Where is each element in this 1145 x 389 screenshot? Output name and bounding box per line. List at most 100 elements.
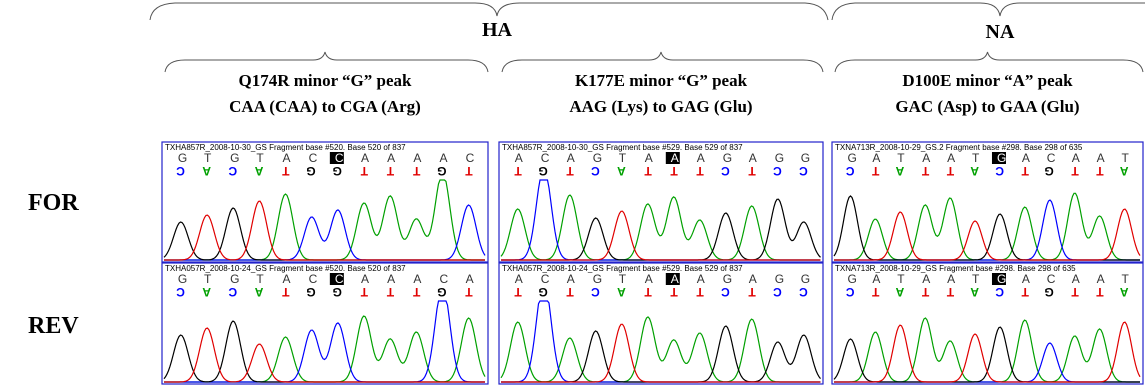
lane-base: C <box>845 164 854 178</box>
lane-base: C <box>721 285 730 299</box>
column-brace <box>835 52 1143 72</box>
lane-base: T <box>360 285 368 299</box>
base-call: A <box>671 272 679 286</box>
base-call: A <box>645 272 653 286</box>
lane-base: T <box>696 285 704 299</box>
base-call: G <box>801 151 810 165</box>
lane-base: T <box>670 285 678 299</box>
base-call: A <box>361 151 369 165</box>
lane-base: C <box>591 285 600 299</box>
base-call: G <box>847 272 856 286</box>
lane-base: T <box>1021 285 1029 299</box>
column-brace <box>165 52 488 72</box>
chromatogram: TXNA713R_2008-10-29_GS.2 Fragment base #… <box>832 142 1143 262</box>
base-call: T <box>256 151 264 165</box>
base-call: C <box>335 272 344 286</box>
lane-base: A <box>895 285 904 299</box>
lane-base: T <box>921 285 929 299</box>
lane-base: T <box>1021 164 1029 178</box>
base-call: A <box>1072 272 1080 286</box>
row-label: REV <box>28 313 79 339</box>
lane-base: T <box>1096 164 1104 178</box>
base-call: G <box>723 151 732 165</box>
lane-base: T <box>1071 164 1079 178</box>
base-call: G <box>723 272 732 286</box>
lane-base: A <box>970 285 979 299</box>
base-call: A <box>1097 151 1105 165</box>
lane-base: A <box>1120 285 1129 299</box>
lane-base: T <box>282 164 290 178</box>
lane-base: T <box>1096 285 1104 299</box>
base-call: A <box>515 151 523 165</box>
lane-base: G <box>306 164 315 178</box>
lane-base: T <box>644 164 652 178</box>
lane-base: C <box>995 164 1004 178</box>
lane-base: G <box>333 164 342 178</box>
column-subtitle: CAA (CAA) to CGA (Arg) <box>229 97 421 116</box>
lane-base: C <box>228 164 237 178</box>
lane-base: T <box>644 285 652 299</box>
lane-base: G <box>437 285 446 299</box>
lane-base: A <box>895 164 904 178</box>
lane-base: C <box>721 164 730 178</box>
lane-base: A <box>254 285 263 299</box>
lane-base: T <box>566 164 574 178</box>
base-call: C <box>440 272 449 286</box>
lane-base: T <box>748 164 756 178</box>
lane-base: G <box>306 285 315 299</box>
lane-base: T <box>282 285 290 299</box>
base-call: G <box>178 151 187 165</box>
lane-base: T <box>360 164 368 178</box>
lane-base: T <box>412 285 420 299</box>
lane-base: A <box>617 164 626 178</box>
lane-base: T <box>748 285 756 299</box>
base-call: G <box>997 272 1006 286</box>
na-brace <box>832 3 1145 20</box>
column-brace <box>502 52 823 72</box>
base-call: A <box>947 151 955 165</box>
lane-base: T <box>946 285 954 299</box>
base-call: A <box>697 272 705 286</box>
base-call: A <box>645 151 653 165</box>
base-call: G <box>593 272 602 286</box>
base-call: A <box>1022 151 1030 165</box>
base-call: G <box>230 151 239 165</box>
base-call: C <box>335 151 344 165</box>
base-call: T <box>204 272 212 286</box>
group-label: HA <box>482 19 513 41</box>
lane-base: T <box>465 164 473 178</box>
lane-base: A <box>254 164 263 178</box>
base-call: T <box>972 151 980 165</box>
base-call: A <box>922 272 930 286</box>
lane-base: T <box>465 285 473 299</box>
base-call: C <box>309 151 318 165</box>
lane-base: C <box>176 285 185 299</box>
lane-base: T <box>946 164 954 178</box>
lane-base: T <box>514 285 522 299</box>
base-call: A <box>283 272 291 286</box>
base-call: C <box>541 272 550 286</box>
base-call: G <box>775 272 784 286</box>
lane-base: T <box>566 285 574 299</box>
lane-base: T <box>670 164 678 178</box>
base-call: T <box>1122 151 1130 165</box>
base-call: C <box>1047 272 1056 286</box>
column-title: D100E minor “A” peak <box>902 71 1073 90</box>
lane-base: G <box>1044 164 1053 178</box>
lane-base: T <box>514 164 522 178</box>
base-call: A <box>697 151 705 165</box>
lane-base: G <box>333 285 342 299</box>
panel-header: TXNA713R_2008-10-29_GS Fragment base #29… <box>835 264 1076 273</box>
chromatogram: TXHA057R_2008-10-24_GS Fragment base #52… <box>162 263 488 384</box>
base-call: A <box>567 272 575 286</box>
chromatogram: TXHA057R_2008-10-24_GS Fragment base #52… <box>499 263 823 384</box>
lane-base: G <box>1044 285 1053 299</box>
base-call: C <box>1047 151 1056 165</box>
base-call: A <box>749 272 757 286</box>
base-call: A <box>1022 272 1030 286</box>
base-call: G <box>593 151 602 165</box>
base-call: T <box>972 272 980 286</box>
base-call: G <box>847 151 856 165</box>
lane-base: G <box>538 285 547 299</box>
base-call: A <box>466 272 474 286</box>
